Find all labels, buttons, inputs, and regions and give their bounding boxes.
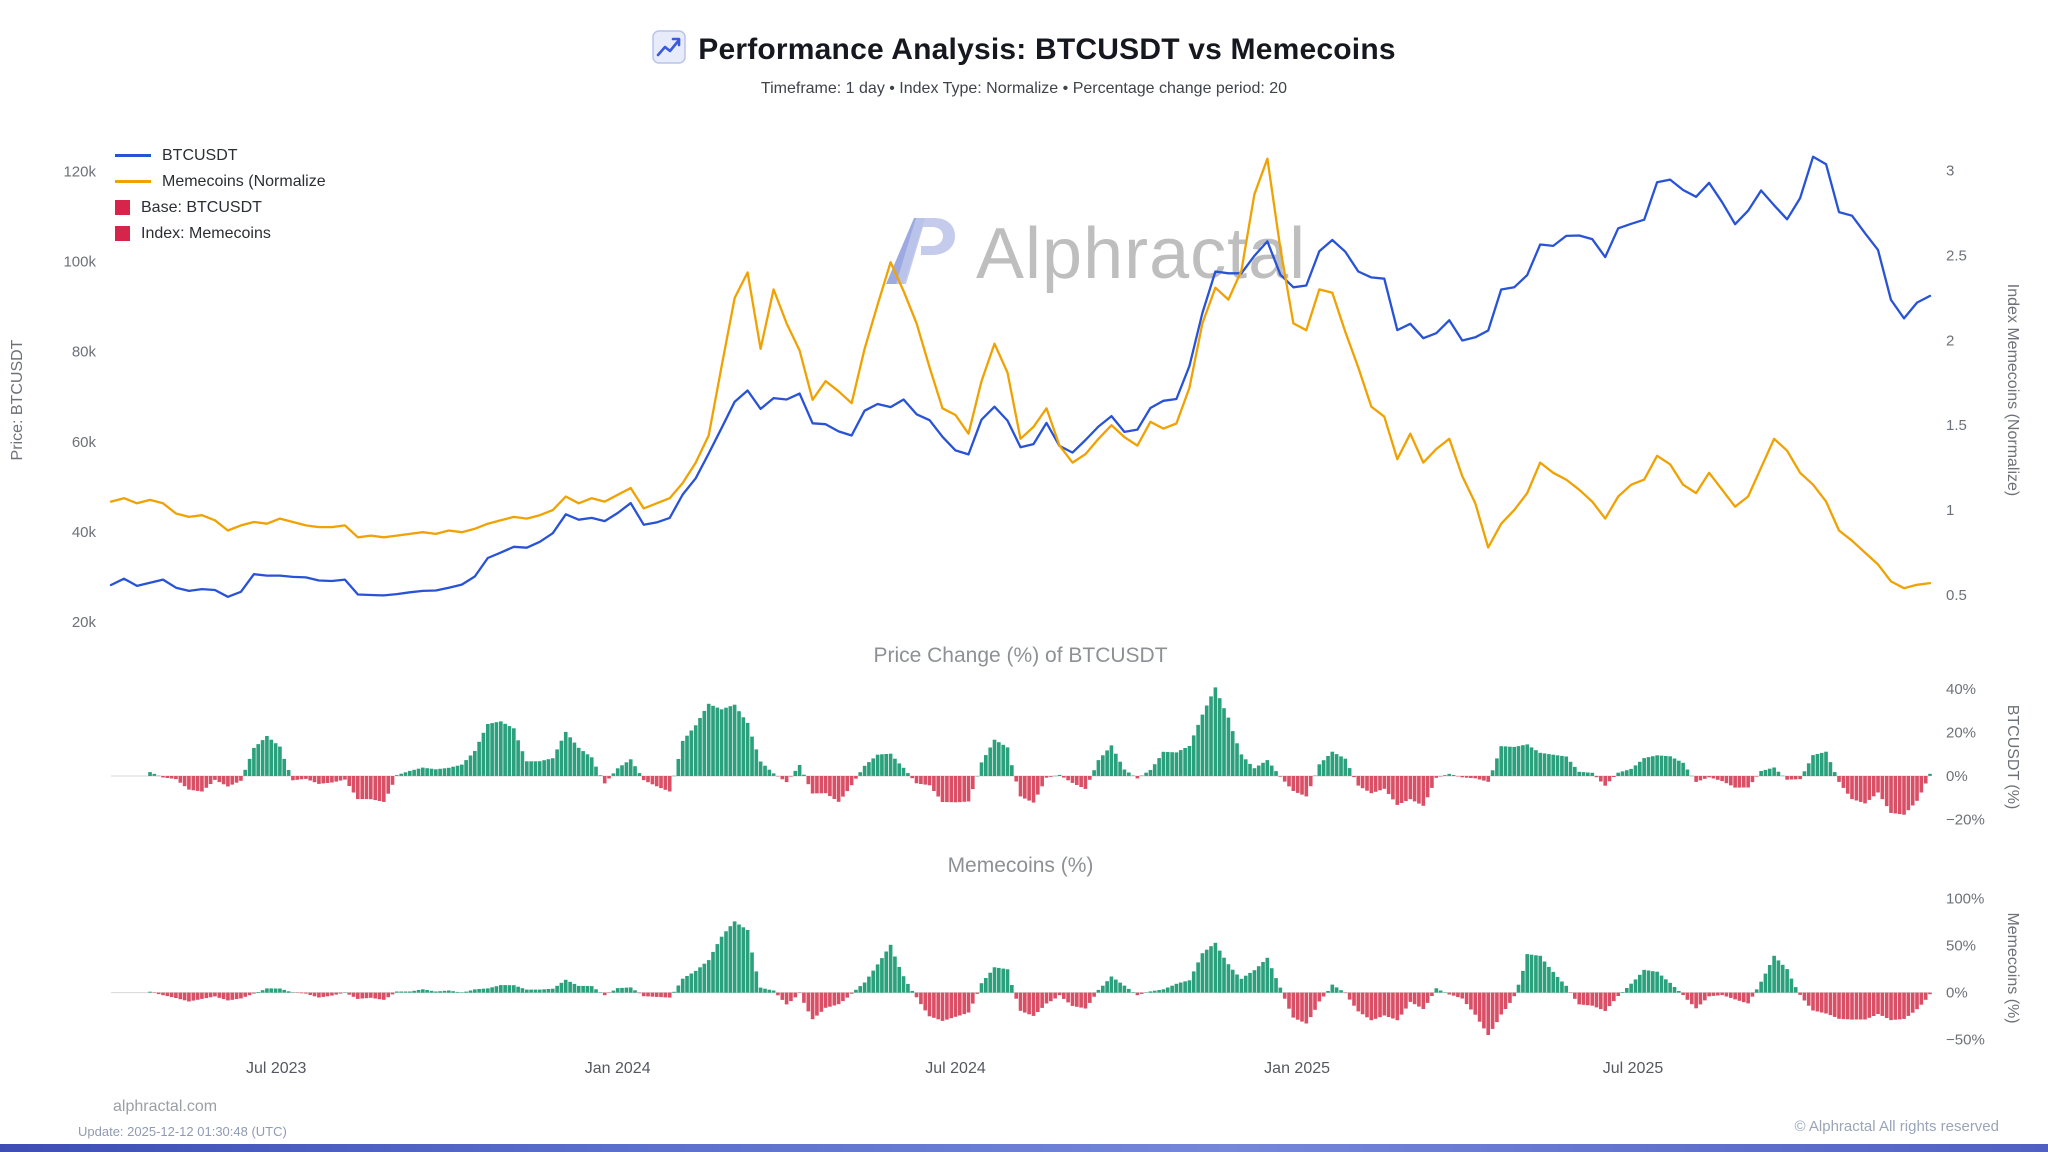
- legend-label: BTCUSDT: [162, 146, 238, 164]
- pct-axis-tick: 20%: [1946, 725, 1976, 742]
- x-axis-tick: Jan 2025: [1264, 1060, 1330, 1077]
- pct-axis-tick: 100%: [1946, 891, 1984, 908]
- x-axis-tick: Jan 2024: [585, 1060, 651, 1077]
- chart-subtitle: Timeframe: 1 day • Index Type: Normalize…: [760, 80, 1288, 97]
- footer-update-timestamp: Update: 2025-12-12 01:30:48 (UTC): [78, 1124, 287, 1139]
- price-axis-tick: 20k: [72, 614, 97, 631]
- index-axis-tick: 0.5: [1946, 587, 1967, 604]
- memecoins-line-swatch: [115, 180, 151, 183]
- btcusdt-line: [109, 155, 1932, 598]
- legend-item-btcusdt[interactable]: BTCUSDT: [115, 146, 326, 165]
- chart-increasing-icon: [652, 30, 686, 69]
- pct-axis-tick: 40%: [1946, 681, 1976, 698]
- left-axis-title-price: Price: BTCUSDT: [9, 339, 26, 460]
- memecoin-change-bars: [148, 921, 1932, 1035]
- legend-label: Index: Memecoins: [141, 224, 271, 242]
- price-axis-tick: 60k: [72, 434, 97, 451]
- alphractal-logo-icon: [880, 212, 966, 295]
- price-axis-tick: 40k: [72, 524, 97, 541]
- base-square-swatch: [115, 200, 130, 215]
- watermark-text: Alphractal: [976, 213, 1307, 294]
- index-axis-tick: 1.5: [1946, 417, 1967, 434]
- price-axis-tick: 120k: [63, 164, 96, 181]
- x-axis-tick: Jul 2024: [925, 1060, 986, 1077]
- price-axis-tick: 100k: [63, 254, 96, 271]
- legend-item-memecoins[interactable]: Memecoins (Normalize: [115, 172, 326, 191]
- footer-site-link[interactable]: alphractal.com: [113, 1098, 218, 1115]
- right-axis-title-btcusdt-pct: BTCUSDT (%): [2004, 705, 2021, 810]
- pct-axis-tick: 0%: [1946, 985, 1968, 1002]
- panel-title-btc-price-change: Price Change (%) of BTCUSDT: [873, 644, 1168, 667]
- pct-axis-tick: −20%: [1946, 812, 1985, 829]
- btc-change-bars: [148, 687, 1932, 815]
- legend-label: Memecoins (Normalize: [162, 172, 326, 190]
- panel-title-memecoins-pct: Memecoins (%): [947, 854, 1094, 877]
- index-axis-tick: 3: [1946, 163, 1954, 180]
- legend-label: Base: BTCUSDT: [141, 198, 262, 216]
- index-axis-tick: 1: [1946, 502, 1954, 519]
- index-axis-tick: 2.5: [1946, 247, 1967, 264]
- pct-axis-tick: 50%: [1946, 938, 1976, 955]
- x-axis-tick: Jul 2023: [246, 1060, 307, 1077]
- bottom-brand-strip: [0, 1144, 2048, 1152]
- right-axis-title-memecoins-pct: Memecoins (%): [2004, 912, 2021, 1023]
- header: Performance Analysis: BTCUSDT vs Memecoi…: [0, 30, 2048, 69]
- footer-copyright: © Alphractal All rights reserved: [1794, 1118, 1999, 1135]
- legend: BTCUSDT Memecoins (Normalize Base: BTCUS…: [115, 146, 326, 243]
- legend-item-base-btcusdt[interactable]: Base: BTCUSDT: [115, 198, 326, 217]
- page-title: Performance Analysis: BTCUSDT vs Memecoi…: [698, 32, 1396, 66]
- watermark: Alphractal: [880, 212, 1306, 295]
- index-square-swatch: [115, 226, 130, 241]
- pct-axis-tick: −50%: [1946, 1032, 1985, 1049]
- legend-item-index-memecoins[interactable]: Index: Memecoins: [115, 224, 326, 243]
- btcusdt-line-swatch: [115, 154, 151, 157]
- index-axis-tick: 2: [1946, 332, 1954, 349]
- right-axis-title-index-memecoins: Index Memecoins (Normalize): [2004, 284, 2021, 497]
- pct-axis-tick: 0%: [1946, 768, 1968, 785]
- memecoins-line: [109, 157, 1932, 590]
- x-axis-tick: Jul 2025: [1603, 1060, 1664, 1077]
- price-axis-tick: 80k: [72, 344, 97, 361]
